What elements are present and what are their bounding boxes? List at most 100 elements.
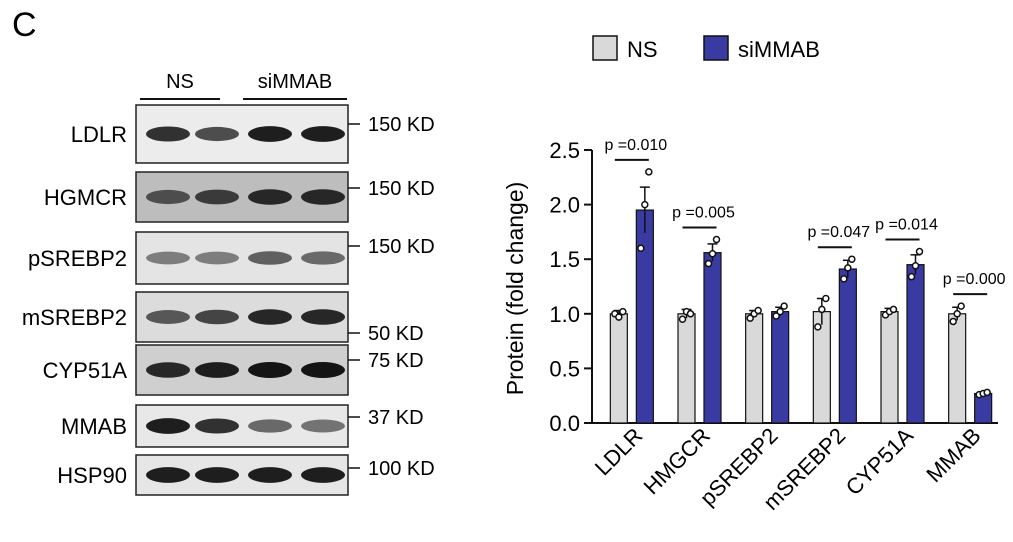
blot-band (301, 419, 345, 433)
data-point (780, 302, 788, 310)
bar-simmab (703, 252, 722, 424)
y-axis-label: Protein (fold change) (502, 182, 528, 396)
legend-label: siMMAB (738, 37, 820, 62)
blot-band (146, 251, 190, 265)
blot-protein-label: MMAB (61, 414, 127, 439)
p-value-label: p =0.010 (604, 137, 667, 154)
blot-group-label: NS (166, 71, 194, 93)
blot-band (301, 189, 345, 205)
data-point (889, 305, 898, 314)
legend-label: NS (627, 37, 658, 62)
blot-band (146, 418, 190, 434)
data-point (686, 310, 695, 318)
data-point (708, 249, 717, 258)
data-point (615, 313, 623, 321)
bar-simmab (906, 264, 925, 424)
blot-band (248, 189, 292, 205)
data-point (840, 275, 848, 283)
blot-band (248, 309, 292, 325)
blot-band (301, 126, 345, 142)
blot-marker-label: 37 KD (368, 407, 424, 429)
x-tick-label: MMAB (921, 423, 985, 487)
blot-protein-label: CYP51A (43, 358, 128, 383)
legend-swatch-simmab (703, 35, 729, 61)
blot-marker-label: 75 KD (368, 350, 424, 372)
y-tick-label: 1.5 (549, 247, 580, 272)
x-tick-label: CYP51A (841, 423, 919, 501)
blot-band (301, 309, 345, 325)
blot-band (146, 126, 190, 142)
blot-band (195, 418, 239, 434)
data-point (818, 305, 826, 314)
blot-band (248, 126, 292, 142)
blot-protein-label: mSREBP2 (22, 305, 127, 330)
data-point (953, 310, 961, 318)
blot-marker-label: 150 KD (368, 114, 435, 136)
bar-simmab (771, 311, 790, 424)
blot-band (301, 251, 345, 265)
blot-band (248, 467, 292, 483)
bar-ns (948, 313, 967, 424)
y-tick-label: 2.5 (549, 138, 580, 163)
bar-ns (609, 313, 628, 424)
data-point (844, 264, 852, 272)
data-point (822, 294, 830, 303)
blot-protein-label: HSP90 (57, 463, 127, 488)
blot-protein-label: pSREBP2 (28, 246, 127, 271)
bar-simmab (838, 268, 857, 424)
blot-group-label: siMMAB (258, 71, 332, 93)
y-tick-label: 2.0 (549, 193, 580, 218)
data-point (746, 314, 754, 322)
data-point (848, 255, 856, 263)
data-point (907, 272, 916, 281)
p-value-label: p =0.005 (672, 205, 735, 222)
blot-band (248, 419, 292, 433)
blot-band (301, 362, 345, 378)
data-point (678, 315, 687, 324)
data-point (957, 302, 965, 310)
blot-marker-label: 50 KD (368, 323, 424, 345)
data-point (641, 200, 649, 209)
blot-band (248, 362, 292, 378)
data-point (983, 388, 991, 397)
data-point (619, 307, 627, 316)
data-point (911, 262, 920, 270)
bar-simmab (974, 392, 993, 424)
bar-simmab (635, 209, 654, 424)
blot-protein-label: LDLR (71, 122, 127, 147)
blot-band (195, 362, 239, 378)
data-point (645, 168, 653, 176)
y-tick-label: 0.0 (549, 411, 580, 436)
p-value-label: p =0.047 (807, 224, 870, 241)
bar-ns (880, 311, 899, 424)
bar-ns (745, 313, 764, 424)
blot-band (248, 251, 292, 265)
data-point (712, 235, 721, 244)
blot-protein-label: HGMCR (44, 185, 127, 210)
blot-band (195, 251, 239, 265)
data-point (814, 323, 822, 331)
data-point (949, 317, 957, 326)
blot-band (146, 310, 190, 324)
panel-label: C (12, 6, 37, 44)
blot-marker-label: 150 KD (368, 178, 435, 200)
blot-band (301, 467, 345, 483)
western-blot-panel: NS siMMAB LDLR 150 KD HGMCR 150 KD pSREBP2 150 … (22, 71, 435, 496)
blot-band (195, 467, 239, 483)
p-value-label: p =0.014 (875, 217, 938, 234)
data-point (772, 312, 780, 320)
blot-band (146, 189, 190, 205)
data-point (637, 244, 645, 253)
data-point (776, 307, 784, 316)
blot-band (195, 126, 239, 142)
blot-band (146, 362, 190, 378)
blot-band (195, 189, 239, 205)
blot-band (146, 467, 190, 483)
data-point (915, 247, 924, 256)
data-point (754, 306, 762, 315)
blot-marker-label: 150 KD (368, 236, 435, 258)
bar-ns (677, 313, 696, 424)
bar-chart: 0.0 0.5 1.0 1.5 2.0 2.5 Protein (fold change) L… (502, 35, 1006, 515)
legend-swatch-ns (592, 35, 618, 61)
